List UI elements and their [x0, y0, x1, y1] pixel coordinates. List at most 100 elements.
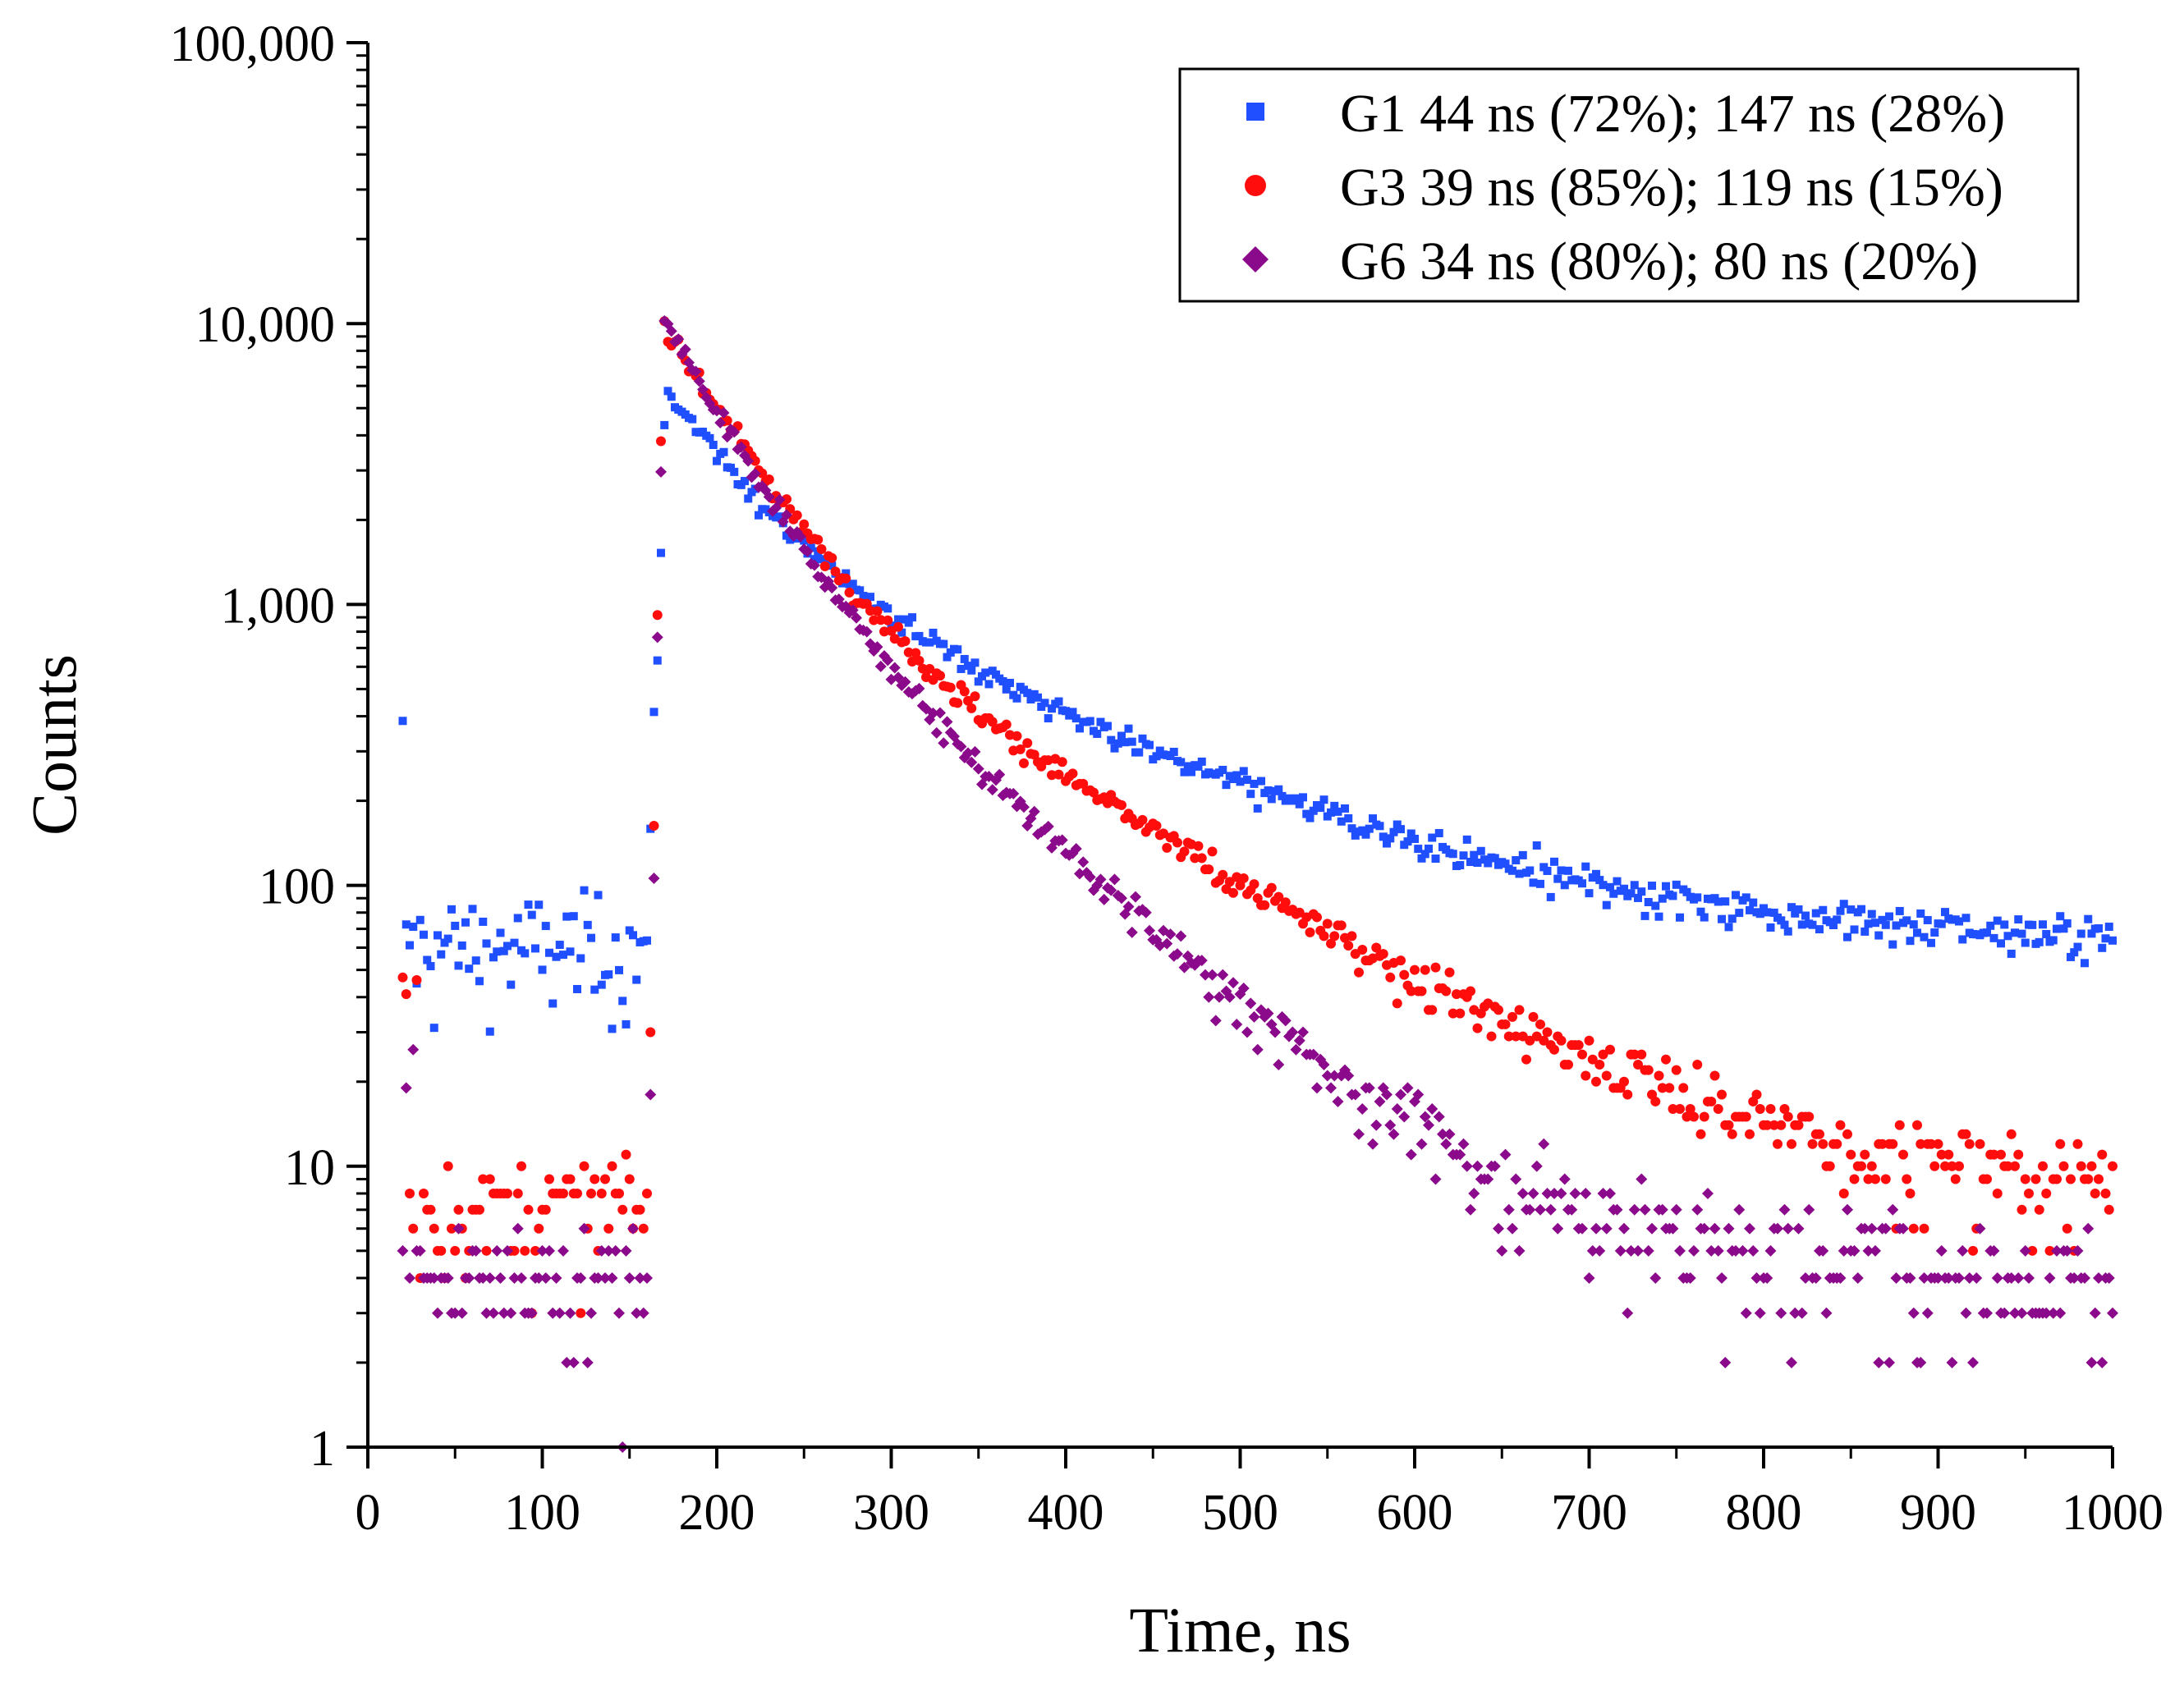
data-point — [1493, 1222, 1504, 1235]
data-point — [970, 691, 980, 702]
data-point — [548, 999, 557, 1008]
data-point — [1819, 905, 1828, 914]
data-point — [1897, 1222, 1909, 1235]
data-point — [1954, 1161, 1964, 1171]
data-point — [1019, 758, 1029, 768]
data-point — [447, 1223, 457, 1234]
data-point — [1074, 868, 1085, 880]
data-point — [1880, 1174, 1891, 1184]
data-point — [1577, 1049, 1587, 1060]
data-point — [1287, 1026, 1299, 1038]
data-point — [1070, 842, 1082, 854]
data-point — [527, 910, 536, 919]
data-point — [1810, 1271, 1822, 1284]
data-point — [984, 680, 993, 689]
data-point — [1636, 1173, 1648, 1185]
data-point — [1746, 905, 1754, 914]
data-point — [1012, 731, 1022, 741]
data-point — [841, 573, 851, 584]
data-point — [935, 671, 945, 681]
data-point — [1867, 909, 1876, 919]
data-point — [1145, 740, 1154, 749]
data-point — [1780, 920, 1789, 929]
data-point — [1381, 1088, 1393, 1101]
data-point — [1144, 924, 1155, 937]
data-point — [1392, 998, 1402, 1009]
data-point — [632, 975, 641, 984]
data-point — [1591, 1076, 1601, 1087]
data-point — [900, 636, 911, 647]
data-point — [728, 426, 741, 438]
data-point — [1006, 678, 1014, 687]
data-point — [987, 717, 998, 727]
data-point — [1803, 1203, 1815, 1216]
data-point — [429, 1024, 438, 1033]
data-point — [1333, 807, 1342, 816]
data-point — [1656, 1203, 1668, 1216]
data-point — [705, 433, 714, 442]
data-point — [693, 375, 705, 387]
data-point — [645, 1027, 656, 1038]
data-point — [576, 1308, 586, 1318]
data-point — [1941, 908, 1949, 917]
data-point — [1403, 837, 1412, 846]
data-point — [1862, 1244, 1874, 1257]
data-point — [1349, 1088, 1361, 1101]
data-point — [405, 1188, 415, 1198]
data-point — [1057, 757, 1067, 767]
data-point — [1849, 1174, 1860, 1184]
data-point — [1983, 928, 1991, 937]
data-point — [599, 1271, 611, 1284]
data-point — [1733, 1203, 1746, 1216]
data-point — [1747, 1244, 1760, 1257]
data-point — [1117, 799, 1126, 810]
data-point — [2079, 1271, 2090, 1284]
data-point — [1702, 1187, 1714, 1199]
data-point — [1319, 931, 1329, 942]
data-point — [1661, 1054, 1671, 1065]
data-point — [1503, 1031, 1514, 1042]
data-point — [1870, 1174, 1880, 1184]
data-point — [637, 1307, 649, 1319]
data-point — [1832, 1139, 1842, 1149]
data-point — [1527, 1187, 1539, 1199]
data-point — [594, 891, 603, 900]
data-point — [2012, 1271, 2025, 1284]
legend: G1 44 ns (72%); 147 ns (28%) G3 39 ns (85… — [1178, 67, 2080, 303]
data-point — [1347, 824, 1356, 833]
data-point — [1622, 1307, 1634, 1319]
data-point — [1264, 786, 1273, 795]
data-point — [2094, 1174, 2104, 1184]
data-point — [929, 628, 938, 637]
data-point — [764, 474, 774, 485]
data-point — [1874, 931, 1883, 940]
data-point — [1741, 893, 1750, 902]
data-point — [512, 1188, 523, 1198]
data-point — [502, 1244, 513, 1257]
data-point — [2098, 943, 2107, 952]
data-point — [1214, 991, 1225, 1003]
data-point — [1581, 862, 1590, 871]
data-point — [2030, 1174, 2041, 1184]
data-point — [1723, 1120, 1734, 1130]
data-point — [913, 682, 925, 694]
data-point — [1427, 1005, 1438, 1015]
data-point — [2107, 1307, 2118, 1319]
data-point — [524, 900, 533, 909]
data-point — [1250, 779, 1259, 788]
data-point — [945, 682, 956, 693]
data-point — [1955, 917, 1963, 926]
data-point — [1503, 1203, 1515, 1216]
data-point — [1327, 808, 1335, 817]
data-point — [957, 664, 966, 673]
data-point — [1138, 734, 1147, 743]
data-point — [718, 406, 730, 419]
data-point — [1238, 873, 1249, 883]
data-point — [1573, 1040, 1584, 1051]
data-point — [561, 1356, 573, 1368]
data-point — [2056, 912, 2065, 921]
data-point — [1369, 814, 1377, 823]
data-point — [1524, 1203, 1536, 1216]
data-point — [981, 668, 990, 677]
data-point — [1643, 1065, 1654, 1075]
